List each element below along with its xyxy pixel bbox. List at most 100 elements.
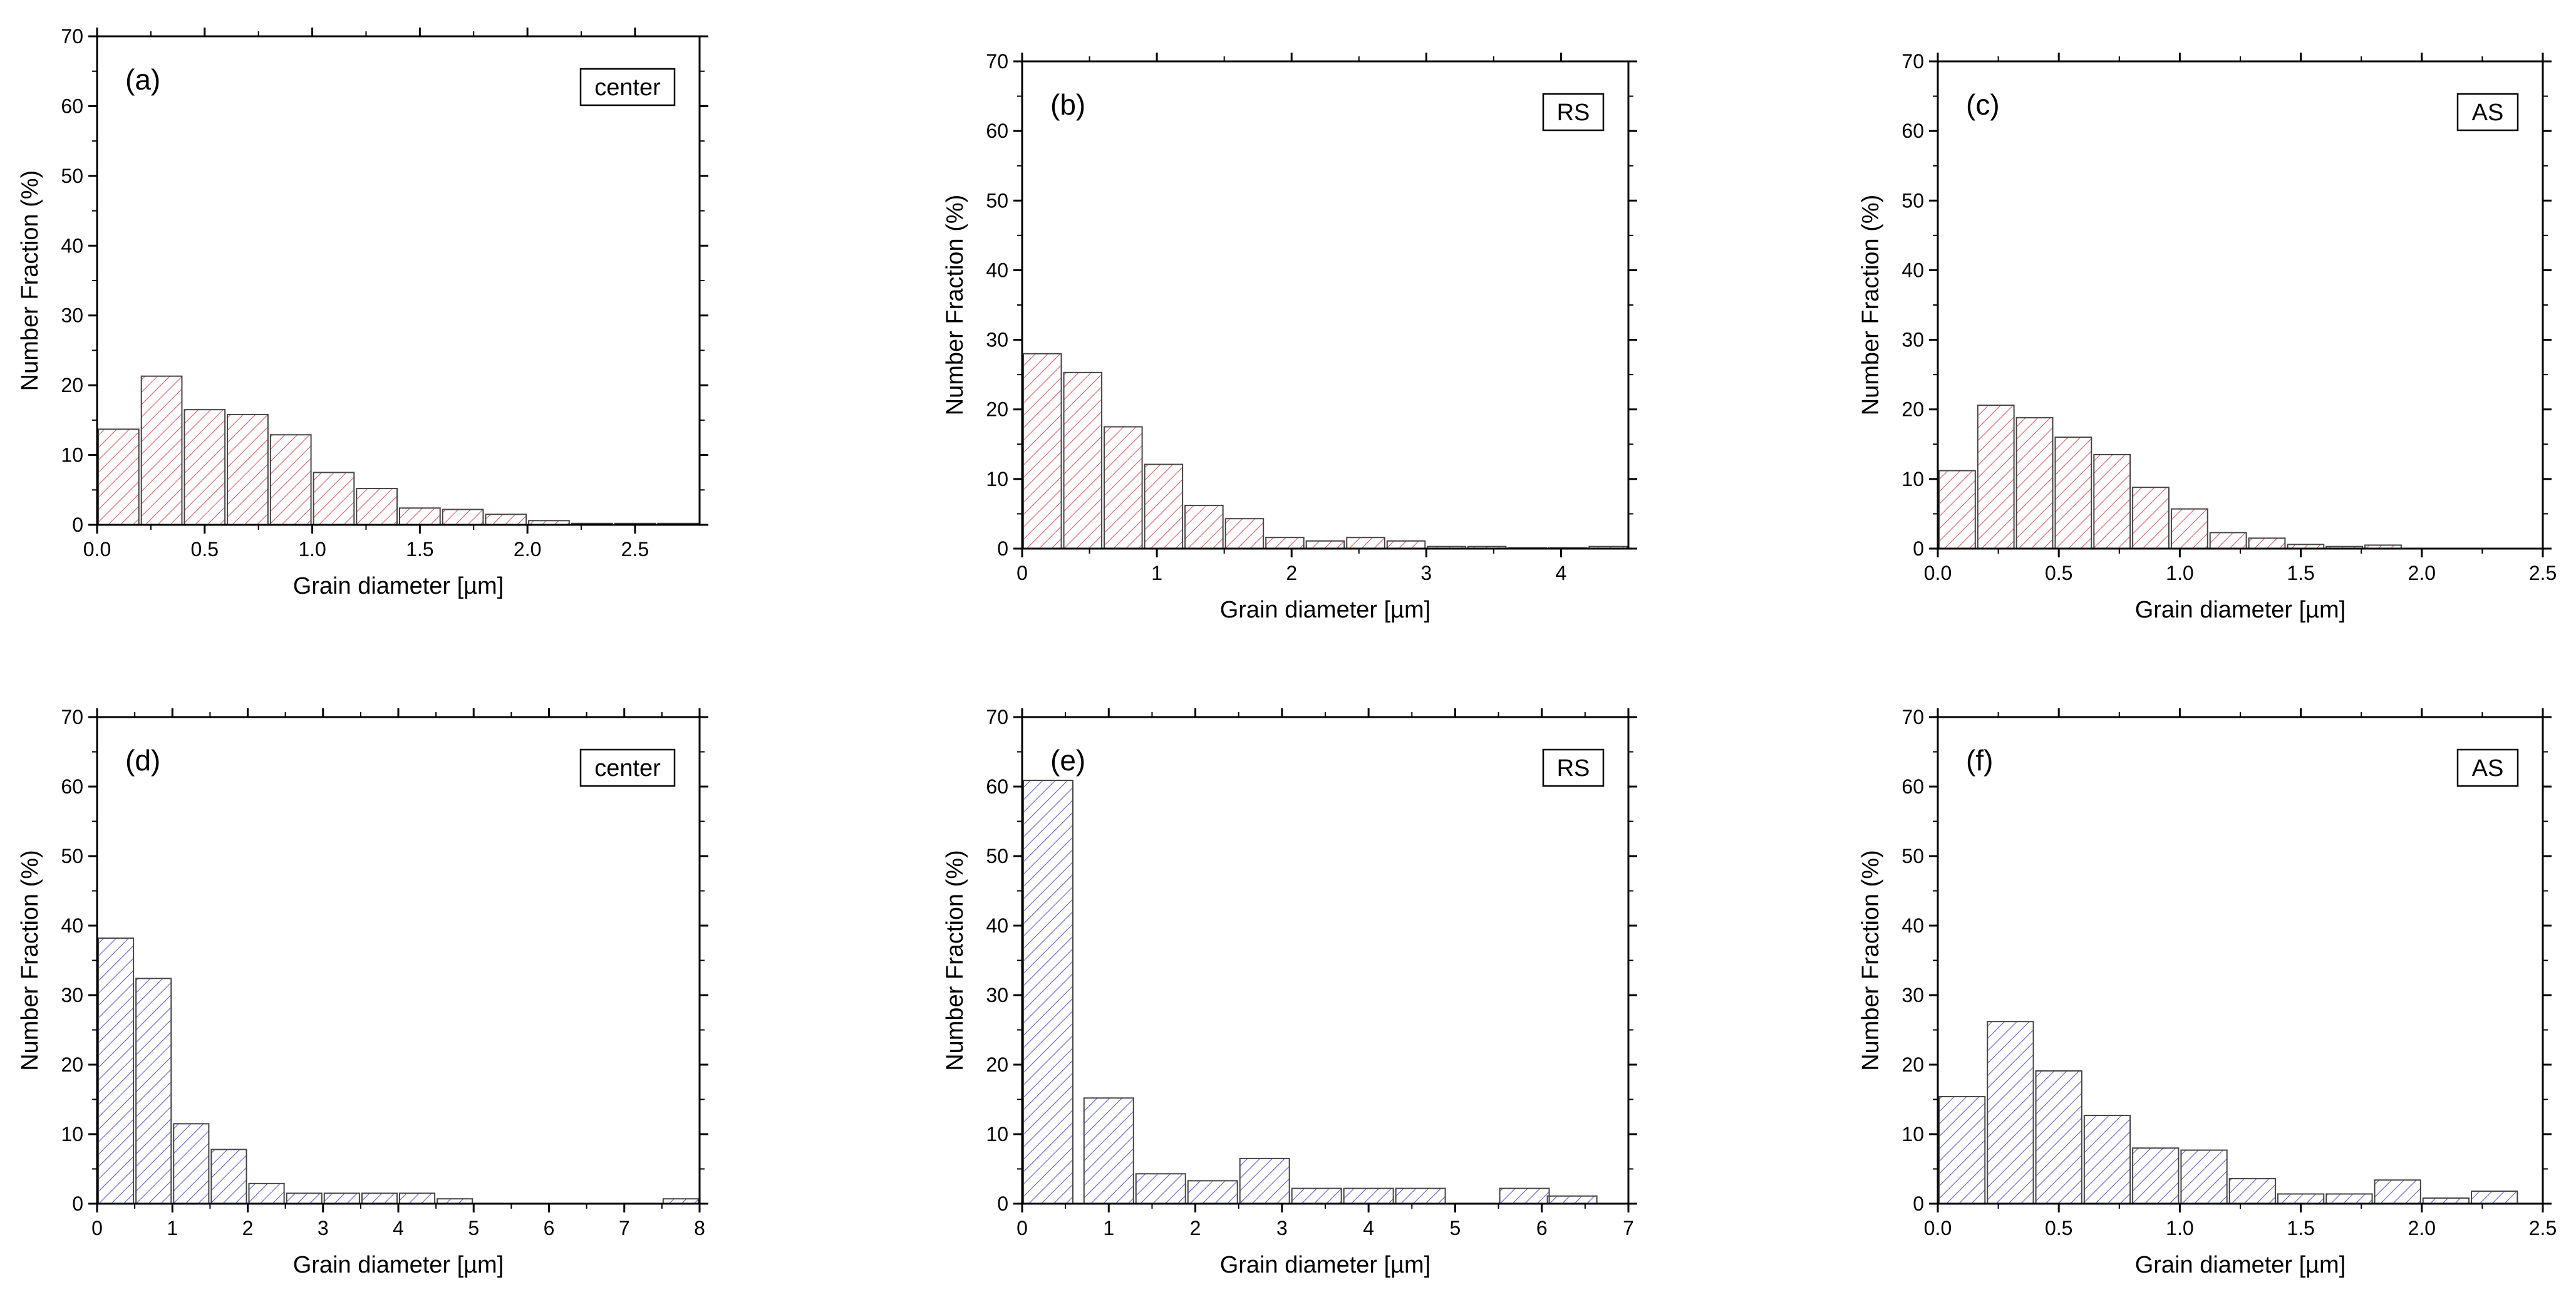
panel-label: (a) <box>125 63 160 96</box>
histogram-bar <box>210 1149 247 1205</box>
histogram-bar <box>361 1192 398 1204</box>
y-axis-title: Number Fraction (%) <box>1858 850 1884 1071</box>
histogram-bar <box>1224 518 1265 549</box>
chart-panel: 0 10 20 30 40 50 60 70 0.0 0.5 1.0 1.5 2.0 2.5 Grain d… <box>1858 706 2557 1278</box>
x-tick-label: 8 <box>694 1217 705 1239</box>
histogram-bar <box>1023 780 1073 1204</box>
x-tick-label: 1.0 <box>2166 1217 2193 1239</box>
histogram-bar <box>1343 1187 1394 1204</box>
histogram-bar <box>1546 1195 1598 1205</box>
x-tick-label: 2 <box>242 1217 254 1239</box>
x-tick-label: 1 <box>1103 1217 1114 1239</box>
y-tick-label: 30 <box>61 304 83 327</box>
histogram-bar <box>1977 405 2015 549</box>
y-tick-label: 0 <box>1913 1192 1924 1215</box>
histogram-bar <box>1305 540 1345 550</box>
sample-tag-box <box>579 68 676 106</box>
y-tick-label: 0 <box>997 1192 1008 1215</box>
x-tick-label: 4 <box>1363 1217 1374 1239</box>
y-tick-label: 0 <box>72 514 83 536</box>
y-tick-label: 10 <box>986 468 1008 490</box>
x-tick-label: 6 <box>1536 1217 1548 1239</box>
chart-panel: 0 10 20 30 40 50 60 70 0.0 0.5 1.0 1.5 2.0 2.5 Grain d… <box>1858 50 2557 623</box>
histogram-bar <box>1938 1096 1986 1205</box>
histogram-bar <box>2015 417 2054 550</box>
sample-tag-label: AS <box>2472 755 2504 782</box>
x-tick-label: 1.0 <box>298 538 326 561</box>
histogram-bar <box>356 488 398 525</box>
sample-tag-box <box>579 748 676 787</box>
histogram-bar <box>1187 1180 1238 1204</box>
x-tick-label: 2.5 <box>621 538 649 561</box>
histogram-bar <box>248 1182 285 1205</box>
x-axis-title: Grain diameter [µm] <box>293 573 504 599</box>
histogram-bar <box>1291 1187 1342 1204</box>
histogram-bar <box>2248 537 2286 549</box>
y-tick-label: 0 <box>72 1192 83 1215</box>
y-tick-label: 60 <box>1901 120 1924 142</box>
histogram-bar <box>98 428 140 525</box>
histogram-bar <box>2325 1193 2373 1204</box>
y-tick-label: 20 <box>1901 398 1924 421</box>
histogram-bar <box>2170 508 2208 549</box>
chart-panel: 0 10 20 30 40 50 60 70 0 1 2 3 4 5 6 7 8 Grain diameter [… <box>17 706 708 1278</box>
y-tick-label: 0 <box>997 537 1008 560</box>
x-tick-label: 3 <box>1276 1217 1288 1239</box>
y-tick-label: 40 <box>1901 914 1924 937</box>
histogram-bar <box>399 1192 436 1204</box>
histogram-bar <box>2180 1149 2228 1205</box>
y-tick-label: 60 <box>1901 775 1924 798</box>
histogram-bar <box>2093 453 2131 550</box>
chart-panel: 0 10 20 30 40 50 60 70 0 1 2 3 4 5 6 7 Grain diameter [µ… <box>942 706 1637 1278</box>
y-tick-label: 40 <box>61 914 83 937</box>
x-tick-label: 2.0 <box>2408 562 2436 584</box>
y-tick-label: 70 <box>61 25 83 48</box>
histogram-bar <box>1184 505 1224 549</box>
y-tick-label: 70 <box>986 50 1008 73</box>
histogram-bar <box>286 1192 323 1204</box>
x-tick-label: 5 <box>468 1217 479 1239</box>
y-tick-label: 50 <box>1901 845 1924 867</box>
y-axis-title: Number Fraction (%) <box>17 850 43 1071</box>
x-tick-label: 2.5 <box>2529 1217 2557 1239</box>
x-tick-label: 0 <box>91 1217 103 1239</box>
histogram-bar <box>2035 1070 2082 1204</box>
histogram-bar <box>313 472 355 526</box>
y-tick-label: 70 <box>61 706 83 728</box>
chart-panel: 0 10 20 30 40 50 60 70 0 1 2 3 4 Grain diameter [µm] N… <box>942 50 1637 623</box>
histogram-bar <box>140 375 183 526</box>
histogram-bar <box>269 434 312 525</box>
x-tick-label: 3 <box>1420 562 1432 584</box>
y-tick-label: 40 <box>986 914 1008 937</box>
histogram-bar <box>399 507 441 525</box>
x-tick-label: 1.5 <box>2287 562 2314 584</box>
sample-tag-box <box>1542 93 1605 132</box>
histogram-bar <box>1144 463 1184 550</box>
histogram-bar <box>1938 470 1976 550</box>
x-tick-label: 0.0 <box>1924 1217 1952 1239</box>
y-tick-label: 50 <box>1901 189 1924 212</box>
panel-label: (c) <box>1966 88 2000 121</box>
histogram-bar <box>1063 371 1103 550</box>
histogram-bar <box>2132 1147 2180 1204</box>
histogram-bar <box>2228 1178 2276 1205</box>
histogram-bar <box>1239 1157 1290 1204</box>
sample-tag-label: RS <box>1557 100 1590 126</box>
histogram-bar <box>2083 1115 2131 1205</box>
y-tick-label: 60 <box>986 775 1008 798</box>
histogram-bar <box>1346 537 1385 550</box>
y-tick-label: 40 <box>1901 259 1924 281</box>
histogram-bar <box>1023 353 1062 549</box>
y-tick-label: 20 <box>986 1053 1008 1076</box>
panel-label: (d) <box>125 744 160 777</box>
y-tick-label: 20 <box>1901 1053 1924 1076</box>
x-tick-label: 1.5 <box>2287 1217 2314 1239</box>
y-tick-label: 10 <box>61 1123 83 1145</box>
chart-panel: 0 10 20 30 40 50 60 70 0.0 0.5 1.0 1.5 2.0 2.5 Grain d… <box>17 25 708 599</box>
x-tick-label: 0.0 <box>83 538 111 561</box>
y-axis-title: Number Fraction (%) <box>942 195 968 416</box>
histogram-bar <box>1386 540 1426 550</box>
histogram-bar <box>98 937 135 1204</box>
sample-tag-label: RS <box>1557 755 1590 782</box>
